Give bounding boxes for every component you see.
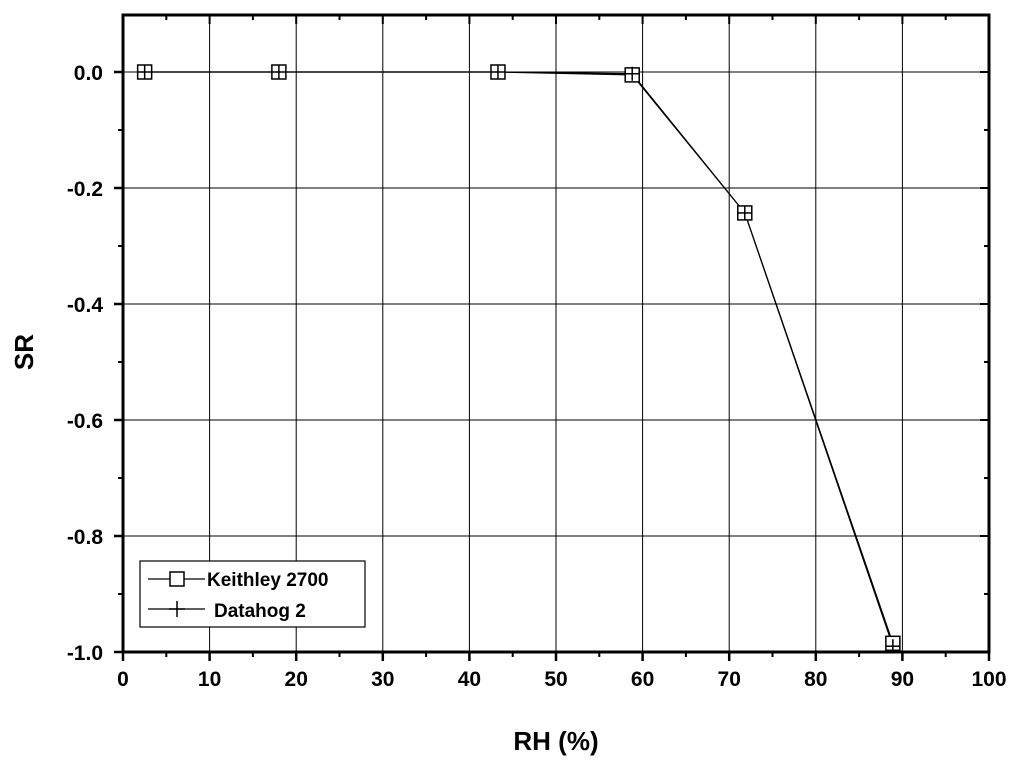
datahog-point: [625, 66, 640, 81]
axis-ticks: [114, 15, 991, 661]
x-tick-label: 80: [804, 668, 827, 691]
legend-square-marker: [169, 571, 185, 587]
datahog-point: [885, 639, 900, 654]
grid-lines: [123, 15, 989, 652]
y-tick-label: -0.4: [67, 294, 104, 317]
y-tick-label: 0.0: [74, 62, 103, 85]
series-markers: [136, 64, 901, 654]
x-tick-label: 30: [371, 668, 394, 691]
x-tick-label: 60: [631, 668, 654, 691]
x-tick-labels: 0 10 20 30 40 50 60 70 80 90 100: [117, 668, 1006, 691]
datahog-point: [137, 65, 152, 79]
legend: Keithley 2700 Datahog 2: [139, 560, 366, 628]
x-tick-label: 70: [718, 668, 741, 691]
y-axis-title: SR: [9, 334, 39, 370]
datahog-point: [737, 205, 752, 220]
legend-label-keithley: Keithley 2700: [207, 570, 328, 591]
x-tick-label: 50: [544, 668, 567, 691]
series-lines: [144, 71, 894, 647]
datahog-point: [271, 65, 286, 79]
datahog-point: [490, 65, 505, 79]
y-tick-label: -0.6: [67, 410, 103, 433]
x-tick-label: 100: [971, 668, 1006, 691]
x-tick-label: 10: [198, 668, 221, 691]
series-line-keithley: [144, 71, 894, 644]
x-tick-label: 40: [458, 668, 481, 691]
x-tick-label: 90: [891, 668, 914, 691]
y-tick-label: -0.2: [67, 178, 103, 201]
x-axis-title: RH (%): [513, 726, 598, 756]
y-tick-labels: -1.0 -0.8 -0.6 -0.4 -0.2 0.0: [67, 62, 104, 665]
y-tick-label: -1.0: [67, 642, 103, 665]
y-tick-label: -0.8: [67, 526, 104, 549]
x-tick-label: 0: [117, 668, 129, 691]
x-tick-label: 20: [285, 668, 308, 691]
series-line-datahog: [144, 71, 894, 647]
legend-label-datahog: Datahog 2: [214, 601, 306, 622]
